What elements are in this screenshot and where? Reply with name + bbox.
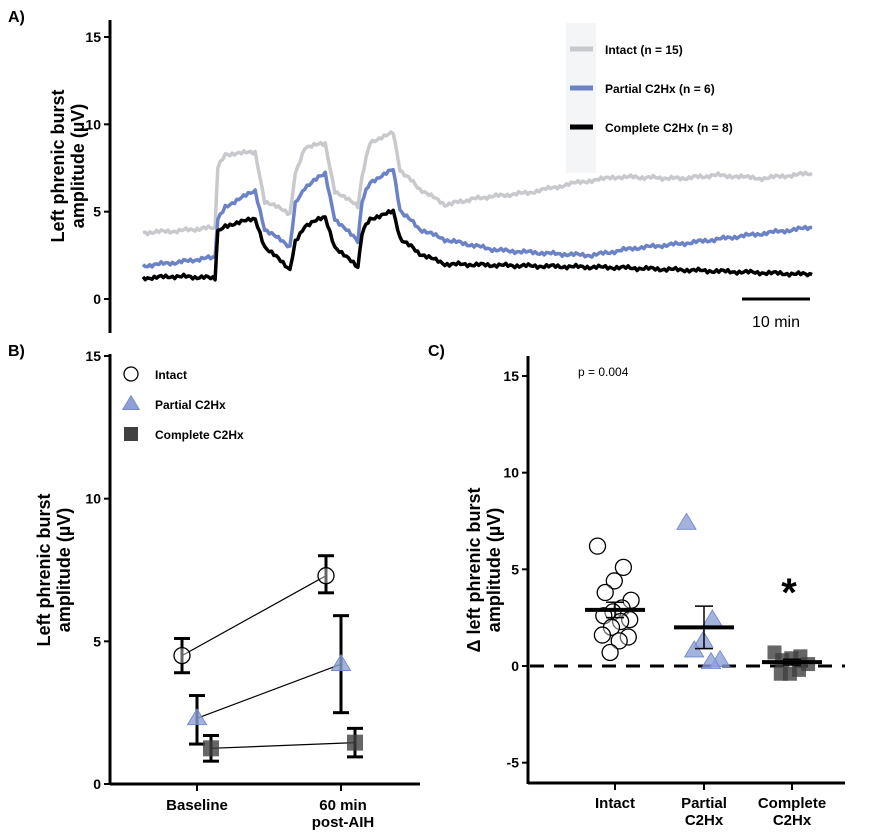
x-tick-label: post-AIH bbox=[312, 814, 375, 831]
point-complete bbox=[347, 734, 363, 751]
y-tick-label: -5 bbox=[507, 755, 520, 771]
legend-label-complete: Complete C2Hx (n = 8) bbox=[605, 121, 733, 135]
y-axis-label-line: Left phrenic burst bbox=[48, 89, 68, 242]
x-tick-label: Baseline bbox=[166, 797, 228, 814]
data-point-complete bbox=[773, 666, 788, 681]
legend-background bbox=[566, 23, 596, 173]
x-tick-label: Partial bbox=[681, 795, 727, 812]
y-tick-label: 15 bbox=[85, 348, 101, 364]
data-point-partial bbox=[702, 609, 723, 627]
connector-complete bbox=[210, 742, 356, 749]
trace-complete bbox=[141, 208, 813, 282]
data-point-intact bbox=[605, 572, 623, 590]
legend-marker-intact bbox=[123, 366, 139, 382]
data-point-intact bbox=[588, 537, 607, 555]
y-axis-label-line: amplitude (µV) bbox=[484, 508, 504, 632]
y-axis-label-line: Left phrenic burst bbox=[34, 493, 54, 646]
legend-label-partial: Partial C2Hx (n = 6) bbox=[605, 82, 715, 96]
y-tick-label: 15 bbox=[85, 29, 101, 45]
legend-label-complete: Complete C2Hx bbox=[155, 428, 244, 442]
panel-a-y-axis-label: Left phrenic burst amplitude (µV) bbox=[48, 89, 88, 242]
panel-b-label: B) bbox=[8, 343, 25, 360]
legend-label-partial: Partial C2Hx bbox=[155, 398, 226, 412]
x-tick-label: Intact bbox=[595, 795, 635, 812]
point-partial bbox=[330, 653, 352, 671]
x-tick-label: C2Hx bbox=[685, 812, 724, 829]
x-tick-label: C2Hx bbox=[773, 812, 812, 829]
p-value-annotation: p = 0.004 bbox=[578, 365, 629, 379]
panel-b-y-axis-label: Left phrenic burst amplitude (µV) bbox=[34, 493, 74, 646]
panel-c-y-axis-label: Δ left phrenic burst amplitude (µV) bbox=[464, 488, 504, 653]
data-point-intact bbox=[610, 632, 628, 650]
y-tick-label: 10 bbox=[503, 465, 519, 481]
y-tick-label: 5 bbox=[511, 561, 519, 577]
data-point-partial bbox=[676, 512, 697, 530]
point-complete bbox=[203, 740, 219, 757]
data-point-intact bbox=[593, 626, 612, 644]
connector-intact bbox=[181, 575, 327, 657]
y-axis-label-line: amplitude (µV) bbox=[54, 508, 74, 632]
legend-label-intact: Intact (n = 15) bbox=[605, 43, 683, 57]
trace-partial bbox=[141, 167, 813, 269]
y-tick-label: 5 bbox=[93, 633, 101, 649]
x-tick-label: 60 min bbox=[319, 797, 367, 814]
panel-a-label: A) bbox=[8, 9, 25, 26]
legend-marker-partial bbox=[121, 394, 141, 411]
legend-marker-complete bbox=[124, 427, 138, 441]
scale-bar-label: 10 min bbox=[752, 314, 800, 331]
y-axis-label-line: amplitude (µV) bbox=[68, 104, 88, 228]
y-tick-label: 0 bbox=[93, 776, 101, 792]
y-tick-label: 10 bbox=[85, 116, 101, 132]
y-tick-label: 0 bbox=[93, 291, 101, 307]
connector-partial bbox=[196, 663, 342, 719]
data-point-partial bbox=[700, 651, 722, 669]
data-point-intact bbox=[619, 628, 637, 646]
x-tick-label: Complete bbox=[758, 795, 826, 812]
point-partial bbox=[186, 707, 208, 726]
data-point-intact bbox=[596, 583, 614, 602]
significance-asterisk: * bbox=[781, 571, 797, 615]
data-point-intact bbox=[614, 558, 633, 577]
y-axis-label-line: Δ left phrenic burst bbox=[464, 488, 484, 653]
y-tick-label: 0 bbox=[511, 658, 519, 674]
trace-intact bbox=[142, 130, 814, 237]
point-intact bbox=[173, 646, 191, 665]
data-point-intact bbox=[601, 643, 619, 662]
y-tick-label: 10 bbox=[85, 491, 101, 507]
point-intact bbox=[317, 567, 335, 585]
y-tick-label: 5 bbox=[93, 204, 101, 220]
legend-label-intact: Intact bbox=[155, 368, 187, 382]
y-tick-label: 15 bbox=[503, 368, 519, 384]
panel-c-label: C) bbox=[428, 343, 445, 360]
